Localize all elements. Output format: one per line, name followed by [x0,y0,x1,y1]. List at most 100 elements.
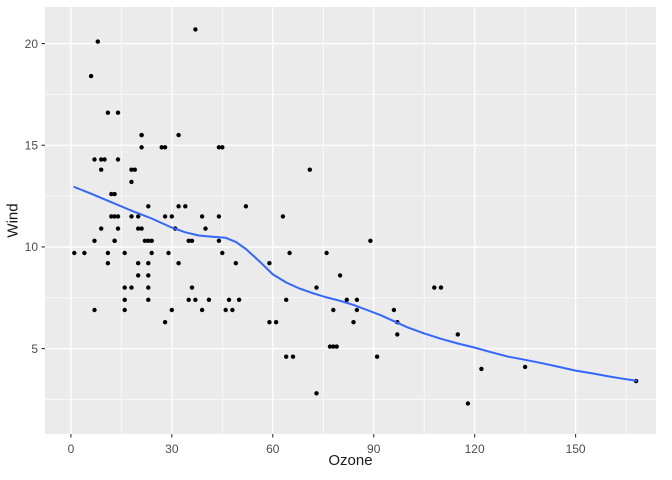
data-point [92,238,97,243]
data-point [233,261,238,266]
data-point [216,238,222,243]
data-point [432,285,437,290]
data-point [88,73,94,79]
data-point [391,307,397,313]
data-point [92,307,97,313]
data-point [112,238,117,243]
data-point [287,250,292,256]
data-point [82,250,87,256]
data-point [136,261,141,266]
data-point [455,332,460,337]
data-point [327,344,333,349]
tick-marks [41,43,577,438]
data-point [115,214,121,219]
data-point [374,354,380,359]
data-point [146,261,151,266]
panel-background [45,7,656,434]
data-point [243,204,249,209]
data-point [142,238,148,243]
data-point [189,238,195,243]
data-point [129,285,134,290]
data-point [203,226,208,231]
data-point [465,401,471,406]
data-point [324,250,329,256]
data-point [193,297,198,302]
data-point [146,204,151,209]
data-point [337,273,343,278]
data-point [166,250,171,256]
data-point [169,214,174,219]
data-point [280,214,286,219]
grid-minor [45,7,656,434]
data-point [95,39,101,44]
data-point [149,250,154,256]
data-point [139,132,144,138]
x-axis-title: Ozone [328,452,373,469]
data-point [314,391,319,396]
data-point [438,285,444,290]
smooth-line [73,186,638,382]
tick-labels: 0 30 60 90 120 150 5 10 15 20 [25,37,586,456]
data-point [351,320,356,325]
data-point [189,285,195,290]
y-tick-label: 15 [25,138,39,152]
y-tick-label: 5 [31,342,38,356]
data-point [146,285,151,290]
data-point [162,214,168,219]
data-point [354,307,360,313]
data-point [146,238,151,243]
x-tick-label: 150 [566,442,586,456]
data-point [176,261,181,266]
data-point [220,145,225,150]
y-axis-title: Wind [4,203,22,238]
data-point [183,204,188,209]
data-point [139,145,144,150]
data-point [368,238,373,243]
x-tick-label: 0 [68,442,75,456]
data-point [159,145,164,150]
data-point [122,250,127,256]
data-point [479,366,484,372]
data-point [344,297,349,302]
data-point [267,320,272,325]
data-point [99,226,104,231]
data-point [122,307,127,313]
data-point [162,320,168,325]
data-point [522,364,528,370]
data-point [92,157,97,162]
data-point [132,167,137,172]
data-point [267,261,272,266]
data-point [105,261,111,266]
data-point [236,297,242,302]
y-tick-label: 20 [25,37,39,51]
data-point [129,179,134,185]
data-point [199,307,205,313]
data-point [129,214,134,219]
data-point [395,332,400,337]
data-point [331,344,336,349]
data-point [136,226,141,231]
data-point [354,297,360,302]
data-point [176,132,181,138]
data-point [284,297,289,302]
data-point [115,110,121,115]
data-point [136,273,141,278]
grid-major [45,7,656,434]
data-point [122,297,127,302]
data-point [290,354,296,359]
data-point [109,191,114,197]
y-axis-title-wrap: Wind [1,7,25,434]
data-point [115,226,121,231]
data-point [331,307,336,313]
data-point [223,307,228,313]
data-point [199,214,205,219]
data-point [72,250,77,256]
data-point [146,273,151,278]
data-point [112,191,117,197]
data-point [129,167,134,172]
data-point [112,214,117,219]
data-point [284,354,289,359]
data-point [193,27,198,32]
data-point [122,285,127,290]
data-point [136,214,141,219]
